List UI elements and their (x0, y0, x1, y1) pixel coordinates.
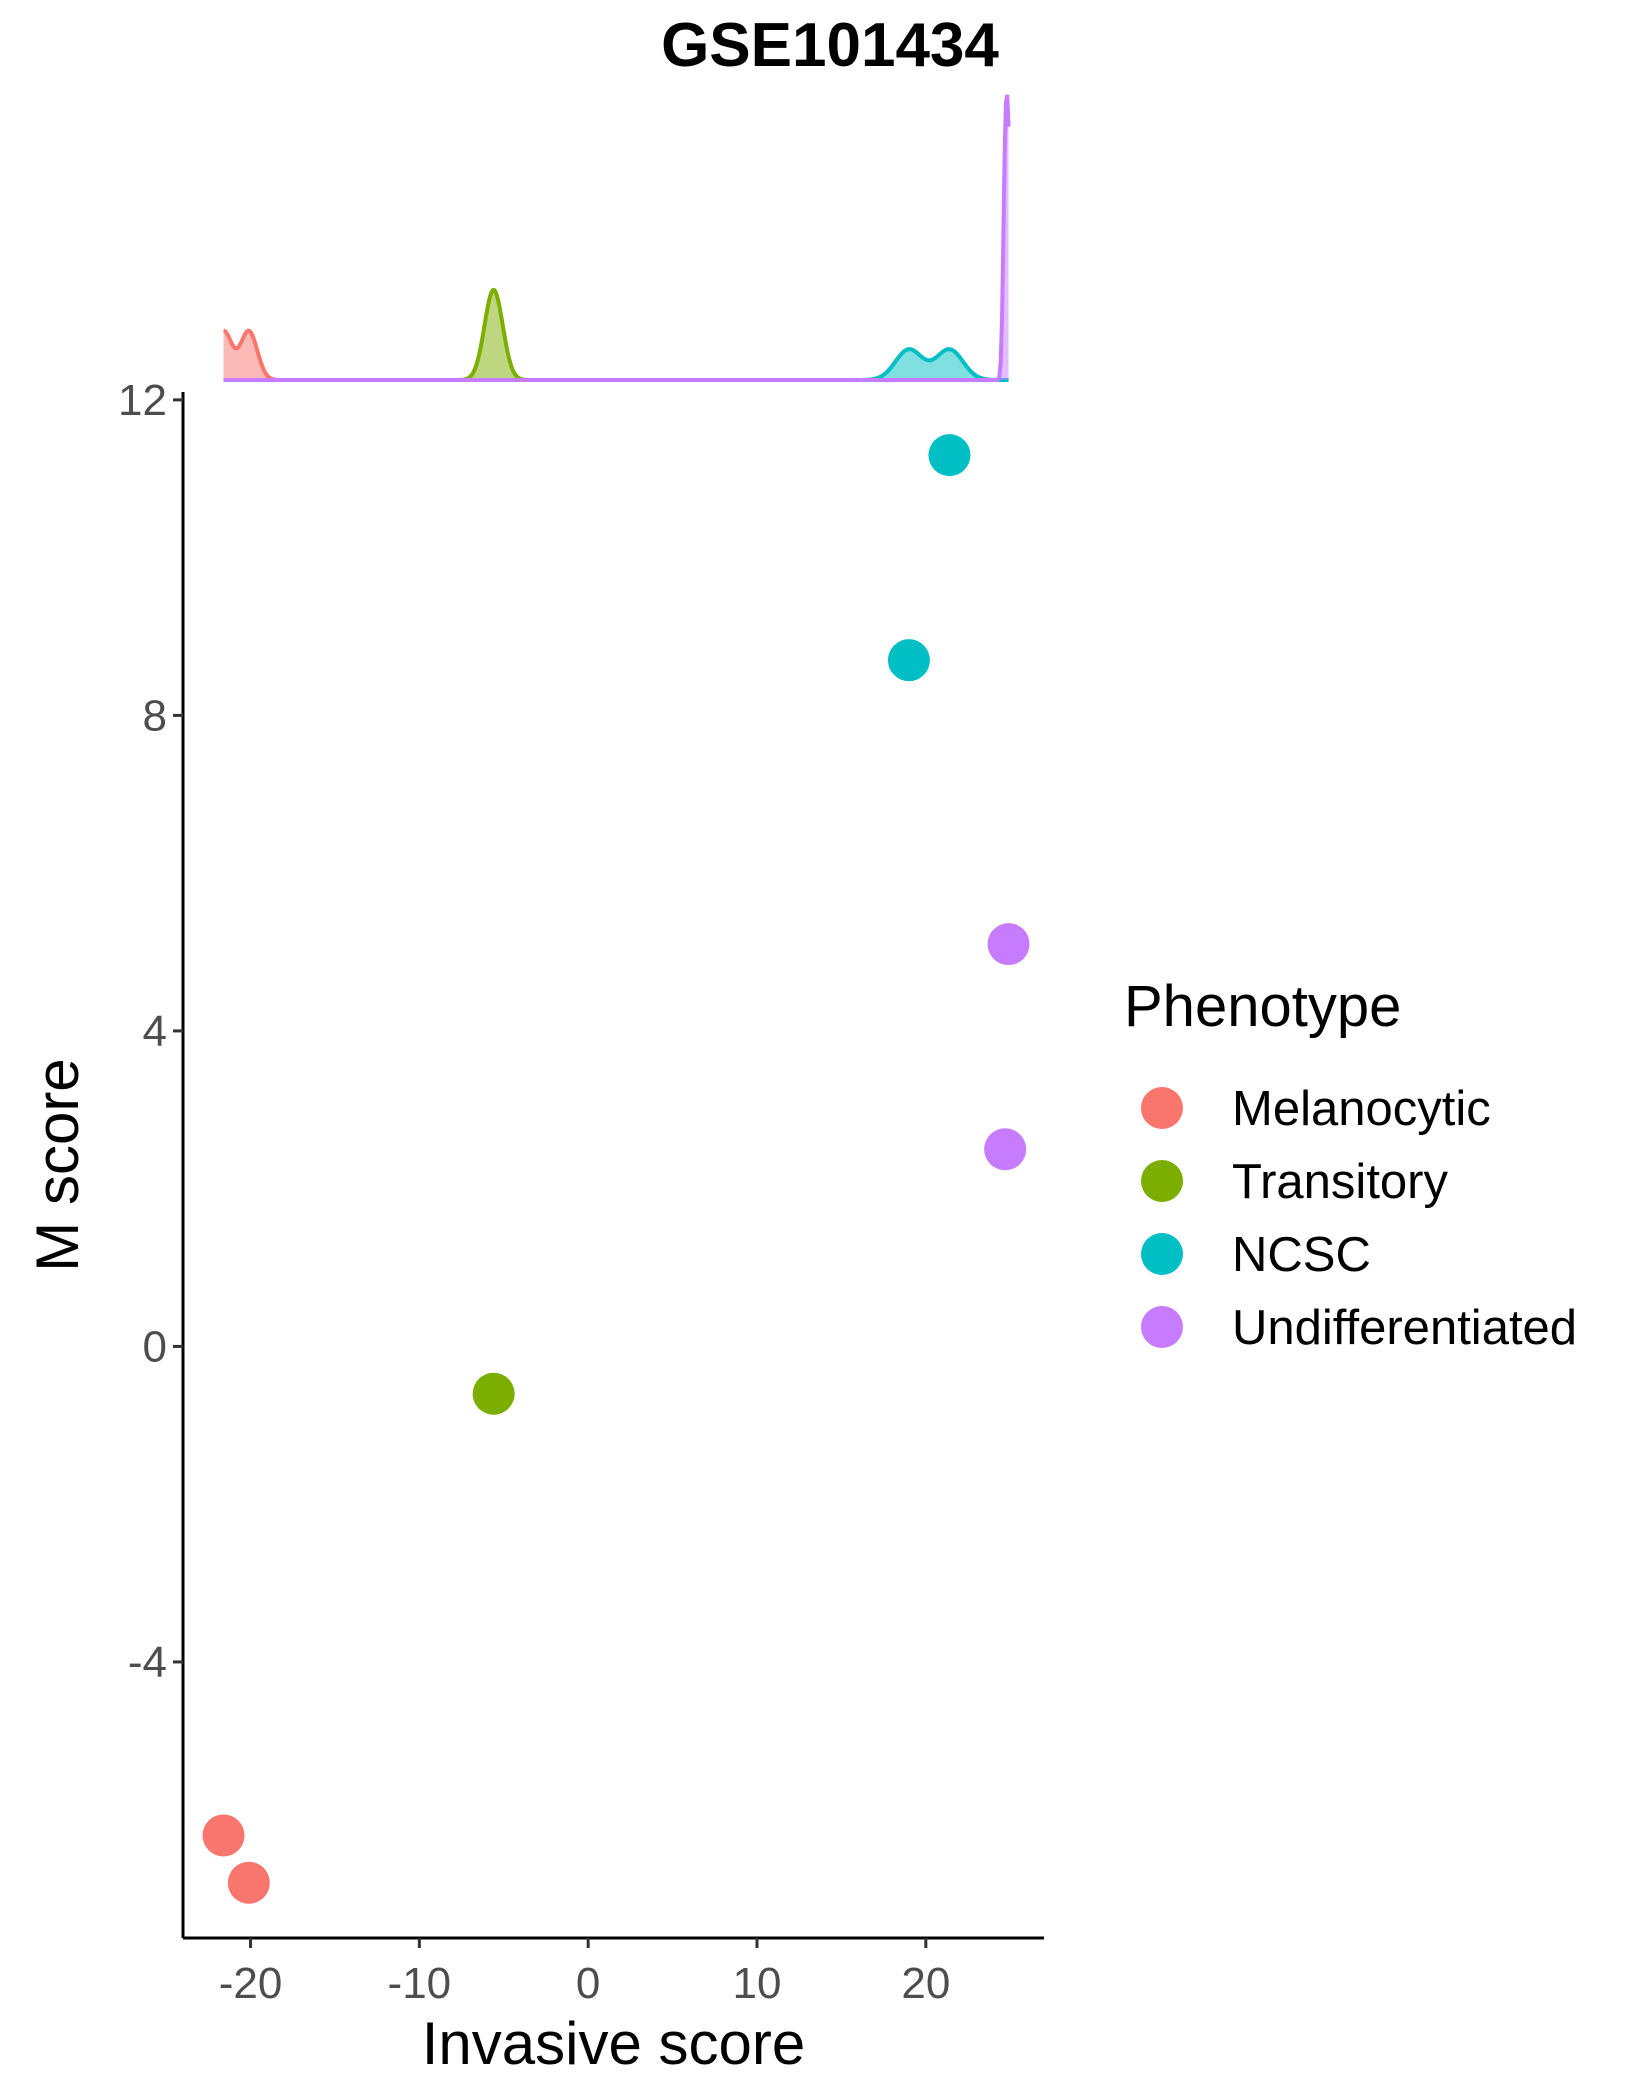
density-line-undifferentiated (223, 94, 1011, 382)
y-tick-label: -4 (128, 1638, 167, 1687)
y-axis-title: M score (24, 1058, 91, 1271)
legend-label-ncsc: NCSC (1232, 1228, 1371, 1282)
y-tick-label: 12 (118, 376, 167, 425)
legend-label-melanocytic: Melanocytic (1232, 1082, 1491, 1136)
x-axis-title: Invasive score (422, 2010, 806, 2077)
point-undifferentiated (987, 923, 1030, 966)
legend: Phenotype Melanocytic Transitory NCSC Undif… (1124, 974, 1577, 1355)
x-tick-label: 20 (901, 1959, 950, 2008)
y-tick-label: 4 (143, 1007, 167, 1056)
point-transitory (472, 1372, 515, 1415)
marginal-density-plot (223, 94, 1011, 382)
chart-title: GSE101434 (661, 11, 999, 80)
point-ncsc (928, 434, 971, 477)
axes: -20 -10 0 10 20 -4 0 4 8 12 (118, 376, 1044, 2008)
point-melanocytic (202, 1814, 245, 1857)
density-fill-undifferentiated (223, 95, 1009, 380)
y-tick-label: 0 (143, 1322, 167, 1371)
legend-title: Phenotype (1124, 974, 1401, 1039)
legend-label-undifferentiated: Undifferentiated (1232, 1301, 1577, 1355)
x-tick-label: -20 (219, 1959, 283, 2008)
legend-key-melanocytic (1141, 1087, 1183, 1129)
x-tick-label: -10 (388, 1959, 452, 2008)
point-ncsc (887, 639, 930, 682)
point-melanocytic (227, 1861, 270, 1904)
legend-key-undifferentiated (1141, 1306, 1183, 1348)
legend-label-transitory: Transitory (1232, 1155, 1449, 1209)
legend-key-ncsc (1141, 1233, 1183, 1275)
point-undifferentiated (984, 1128, 1027, 1171)
data-points (202, 434, 1030, 1904)
y-tick-label: 8 (143, 691, 167, 740)
x-tick-label: 10 (733, 1959, 782, 2008)
legend-key-transitory (1141, 1160, 1183, 1202)
density-fill-ncsc (223, 349, 1009, 380)
x-tick-label: 0 (576, 1959, 600, 2008)
